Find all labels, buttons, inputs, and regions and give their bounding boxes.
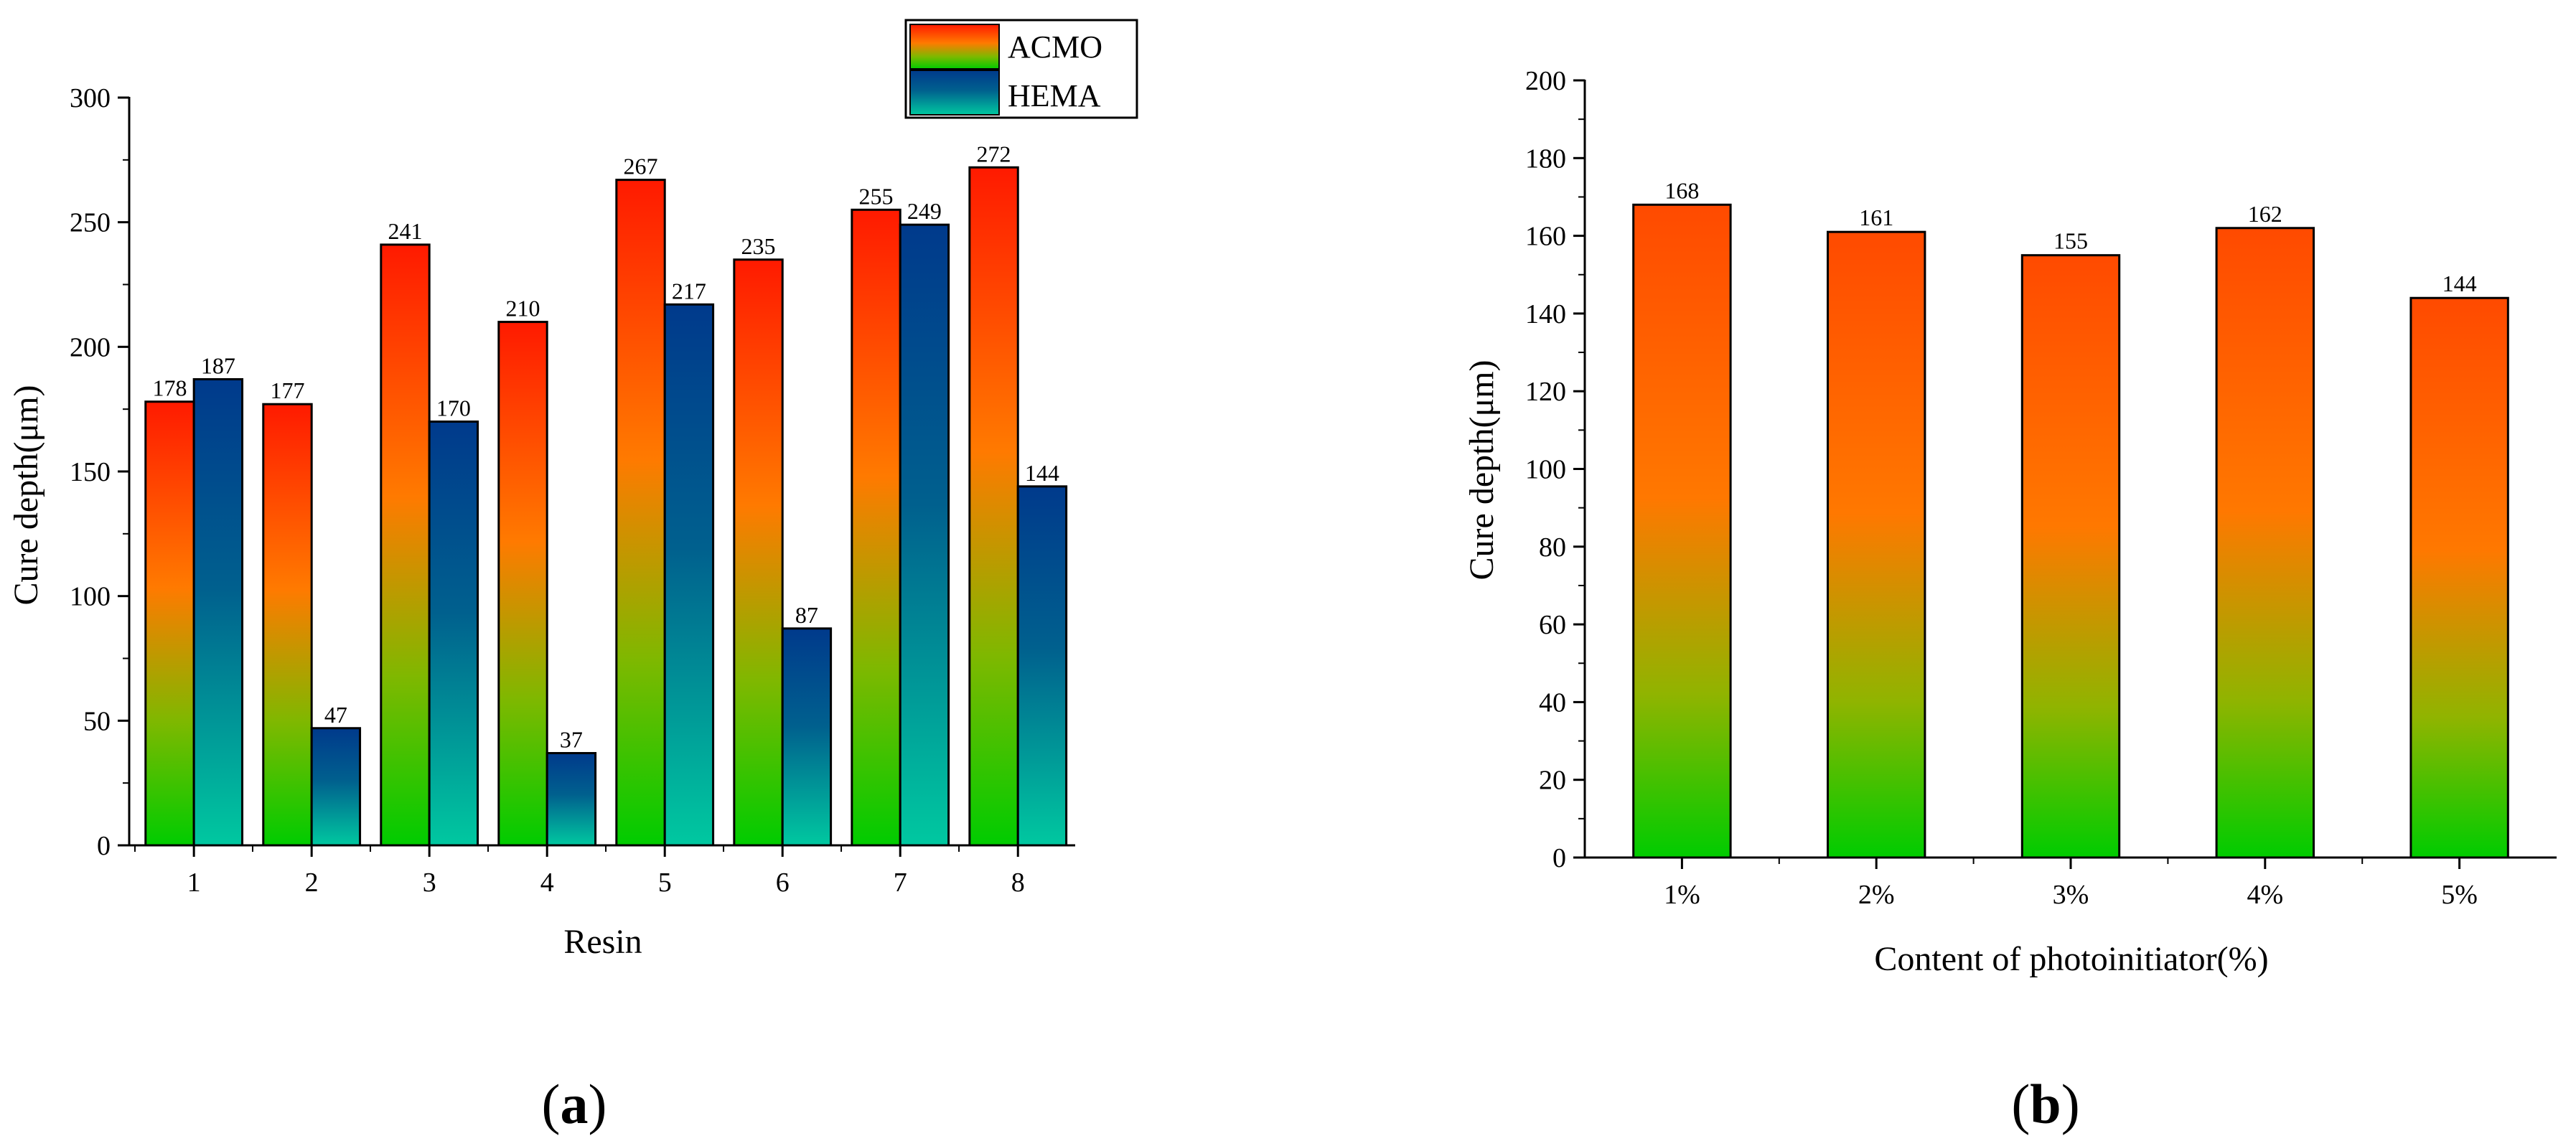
data-label-photoinitiator-5pct: 144 — [2442, 271, 2477, 296]
chart-a-x-tick-label: 7 — [894, 868, 907, 898]
chart-a: 178 1772412102672352552721874717037217872… — [7, 19, 1138, 1135]
chart-b-y-tick-label: 140 — [1525, 299, 1566, 329]
chart-b-y-tick-label: 0 — [1552, 843, 1566, 873]
bar-hema-resin-1 — [192, 377, 244, 847]
data-label-hema-resin-5: 217 — [672, 278, 706, 304]
chart-a-x-tick-label: 2 — [305, 868, 319, 898]
chart-b-y-tick-label: 160 — [1525, 222, 1566, 252]
chart-a-legend: ACMO HEMA — [904, 19, 1138, 119]
chart-b-axes: 0 20 40 60 80 100 120 140 160 180 200 1% 2% 3% 4% 5% — [1525, 66, 2557, 910]
bar-photoinitiator-4pct — [2215, 227, 2315, 859]
panel-label-a-open: ( — [542, 1073, 561, 1135]
data-label-hema-resin-4: 37 — [560, 726, 583, 752]
bar-hema-resin-4 — [545, 751, 597, 847]
panel-label-a-letter: a — [561, 1073, 589, 1135]
chart-a-bars — [144, 166, 1068, 847]
panel-label-a-close: ) — [589, 1073, 607, 1135]
data-label-hema-resin-7: 249 — [907, 198, 942, 224]
data-label-photoinitiator-3pct: 155 — [2053, 228, 2088, 254]
chart-b-bars — [1632, 203, 2509, 859]
bar-photoinitiator-2pct — [1827, 230, 1926, 859]
chart-b-x-tick-label: 4% — [2247, 880, 2283, 910]
chart-a-x-tick-label: 6 — [776, 868, 790, 898]
panel-label-a: (a) — [542, 1073, 607, 1135]
chart-b-y-tick-label: 200 — [1525, 66, 1566, 96]
chart-a-x-tick-label: 4 — [540, 868, 554, 898]
data-label-acmo-resin-2: 177 — [270, 377, 304, 403]
bar-acmo-resin-7 — [851, 208, 901, 847]
chart-b-x-tick-label: 3% — [2053, 880, 2089, 910]
chart-b-y-tick-label: 40 — [1539, 687, 1566, 718]
data-label-acmo-resin-1: 178 — [152, 375, 187, 401]
chart-a-y-tick-label: 250 — [70, 208, 111, 238]
chart-a-x-tick-label: 1 — [187, 868, 201, 898]
data-label-acmo-resin-7: 255 — [859, 183, 894, 209]
chart-a-y-tick-label: 300 — [70, 83, 111, 113]
chart-b-ylabel: Cure depth(μm) — [1463, 360, 1501, 581]
chart-b-y-tick-label: 180 — [1525, 144, 1566, 174]
bar-photoinitiator-3pct — [2020, 254, 2121, 859]
data-label-hema-resin-2: 47 — [324, 702, 347, 728]
data-label-photoinitiator-4pct: 162 — [2248, 201, 2282, 227]
data-label-hema-resin-1: 187 — [201, 352, 235, 378]
legend-label-acmo: ACMO — [1008, 29, 1102, 65]
legend-swatch-acmo — [909, 24, 1000, 70]
chart-b-x-tick-label: 2% — [1858, 880, 1895, 910]
data-label-acmo-resin-5: 267 — [624, 154, 658, 179]
bar-hema-resin-3 — [428, 421, 479, 847]
bar-hema-resin-6 — [781, 627, 833, 847]
panel-label-b: (b) — [2011, 1073, 2079, 1135]
chart-b-y-tick-label: 60 — [1539, 610, 1566, 640]
bar-acmo-resin-3 — [380, 243, 431, 847]
bar-photoinitiator-1pct — [1632, 203, 1732, 859]
chart-b-x-tick-label: 5% — [2441, 880, 2478, 910]
bar-hema-resin-5 — [663, 303, 715, 847]
data-label-hema-resin-6: 87 — [795, 602, 818, 628]
data-label-hema-resin-3: 170 — [436, 395, 471, 421]
chart-a-y-tick-label: 100 — [70, 582, 111, 612]
chart-a-x-tick-label: 3 — [423, 868, 436, 898]
bar-acmo-resin-1 — [144, 400, 195, 847]
data-label-photoinitiator-1pct: 168 — [1664, 177, 1699, 203]
chart-b-y-tick-label: 100 — [1525, 455, 1566, 485]
chart-b-data-labels: 168 161 155 162 144 — [1664, 177, 2476, 296]
panel-label-b-open: ( — [2011, 1073, 2030, 1135]
bar-acmo-resin-8 — [968, 166, 1019, 847]
data-label-photoinitiator-2pct: 161 — [1859, 205, 1893, 230]
chart-a-xlabel: Resin — [563, 923, 642, 961]
bar-acmo-resin-2 — [262, 403, 313, 847]
data-label-hema-resin-8: 144 — [1025, 460, 1059, 486]
chart-b: 168 161 155 162 144 0 20 40 60 80 100 120 140 160 180… — [1463, 66, 2557, 1135]
legend-label-hema: HEMA — [1008, 78, 1101, 113]
panel-label-b-close: ) — [2061, 1073, 2080, 1135]
chart-b-xlabel: Content of photoinitiator(%) — [1874, 940, 2268, 978]
chart-a-x-tick-label: 5 — [658, 868, 672, 898]
bar-acmo-resin-5 — [615, 179, 666, 847]
chart-a-ylabel: Cure depth(μm) — [7, 385, 45, 606]
bar-acmo-resin-4 — [497, 321, 548, 847]
chart-a-y-tick-label: 50 — [83, 706, 111, 736]
chart-a-y-tick-label: 150 — [70, 457, 111, 487]
bar-hema-resin-8 — [1016, 485, 1068, 847]
bar-acmo-resin-6 — [733, 258, 784, 847]
data-label-acmo-resin-4: 210 — [506, 296, 540, 321]
chart-a-y-tick-label: 200 — [70, 332, 111, 362]
chart-a-axes: 0 50 100 150 200 250 300 1 2 3 4 5 6 7 8 — [70, 83, 1075, 898]
chart-a-y-tick-label: 0 — [97, 831, 111, 861]
chart-a-x-tick-label: 8 — [1011, 868, 1025, 898]
legend-swatch-hema — [909, 70, 1000, 116]
chart-a-data-labels: 178 177 241 210 267 235 255 272 187 47 170 37 217 87 2… — [152, 141, 1059, 752]
bar-hema-resin-2 — [310, 727, 362, 847]
data-label-acmo-resin-6: 235 — [741, 233, 776, 259]
chart-b-y-tick-label: 20 — [1539, 766, 1566, 796]
data-label-acmo-resin-3: 241 — [388, 218, 423, 244]
bar-hema-resin-7 — [899, 223, 950, 847]
data-label-acmo-resin-8: 272 — [977, 141, 1011, 166]
chart-b-x-tick-label: 1% — [1664, 880, 1700, 910]
panel-label-b-letter: b — [2030, 1073, 2061, 1135]
chart-b-y-tick-label: 120 — [1525, 377, 1566, 407]
bar-photoinitiator-5pct — [2409, 296, 2509, 859]
chart-b-y-tick-label: 80 — [1539, 532, 1566, 563]
